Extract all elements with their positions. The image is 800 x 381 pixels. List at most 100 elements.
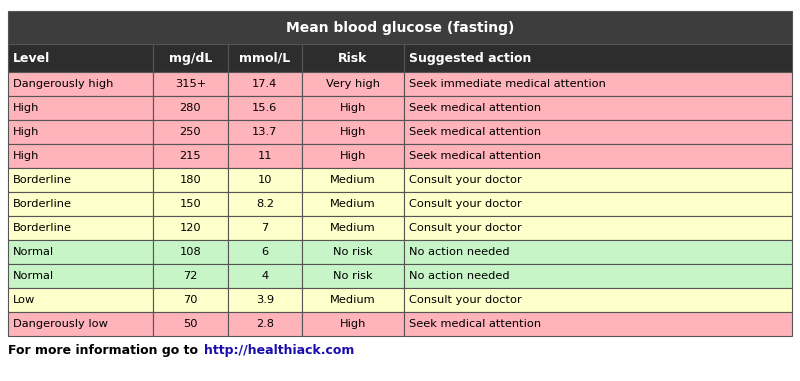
Bar xyxy=(302,216,404,240)
Bar xyxy=(302,44,404,72)
Text: High: High xyxy=(13,127,39,138)
Bar xyxy=(302,96,404,120)
Bar xyxy=(153,264,227,288)
Bar xyxy=(8,168,153,192)
Bar xyxy=(227,144,302,168)
Text: Normal: Normal xyxy=(13,271,54,282)
Text: 2.8: 2.8 xyxy=(256,319,274,330)
Bar xyxy=(302,144,404,168)
Bar xyxy=(227,312,302,336)
Text: 8.2: 8.2 xyxy=(256,199,274,210)
Bar xyxy=(404,312,792,336)
Bar xyxy=(153,168,227,192)
Bar xyxy=(8,44,153,72)
Text: Dangerously low: Dangerously low xyxy=(13,319,108,330)
Text: Consult your doctor: Consult your doctor xyxy=(409,175,522,186)
Text: Risk: Risk xyxy=(338,51,368,65)
Text: mmol/L: mmol/L xyxy=(239,51,290,65)
Bar xyxy=(8,144,153,168)
Text: Seek medical attention: Seek medical attention xyxy=(409,319,541,330)
Bar xyxy=(404,72,792,96)
Text: Borderline: Borderline xyxy=(13,223,72,234)
Bar xyxy=(227,288,302,312)
Text: High: High xyxy=(340,103,366,114)
Text: 7: 7 xyxy=(261,223,268,234)
Text: 11: 11 xyxy=(258,151,272,162)
Bar xyxy=(302,168,404,192)
Text: http://healthiack.com: http://healthiack.com xyxy=(204,344,354,357)
Bar xyxy=(8,192,153,216)
Text: Mean blood glucose (fasting): Mean blood glucose (fasting) xyxy=(286,21,514,35)
Text: High: High xyxy=(340,319,366,330)
Bar xyxy=(404,144,792,168)
Bar xyxy=(404,44,792,72)
Bar xyxy=(227,168,302,192)
Bar xyxy=(302,288,404,312)
Bar xyxy=(153,72,227,96)
Bar xyxy=(302,120,404,144)
Bar xyxy=(404,240,792,264)
Text: Seek medical attention: Seek medical attention xyxy=(409,151,541,162)
Text: Consult your doctor: Consult your doctor xyxy=(409,223,522,234)
Bar xyxy=(227,96,302,120)
Text: Seek medical attention: Seek medical attention xyxy=(409,127,541,138)
Bar xyxy=(404,168,792,192)
Text: Medium: Medium xyxy=(330,295,376,306)
Text: Medium: Medium xyxy=(330,223,376,234)
Bar xyxy=(153,312,227,336)
Text: For more information go to: For more information go to xyxy=(8,344,202,357)
Text: 180: 180 xyxy=(179,175,201,186)
Text: 72: 72 xyxy=(183,271,198,282)
Bar xyxy=(227,120,302,144)
Bar xyxy=(302,72,404,96)
Bar xyxy=(8,72,153,96)
Bar xyxy=(404,264,792,288)
Text: High: High xyxy=(340,127,366,138)
Text: 150: 150 xyxy=(179,199,201,210)
Text: 15.6: 15.6 xyxy=(252,103,278,114)
Text: No action needed: No action needed xyxy=(409,271,510,282)
Bar xyxy=(302,240,404,264)
Text: Seek medical attention: Seek medical attention xyxy=(409,103,541,114)
Text: 215: 215 xyxy=(179,151,201,162)
Text: Normal: Normal xyxy=(13,247,54,258)
Text: Medium: Medium xyxy=(330,175,376,186)
Text: No action needed: No action needed xyxy=(409,247,510,258)
Bar xyxy=(227,264,302,288)
Text: Suggested action: Suggested action xyxy=(409,51,531,65)
Text: 50: 50 xyxy=(183,319,198,330)
Bar xyxy=(404,288,792,312)
Bar xyxy=(153,240,227,264)
Bar xyxy=(302,312,404,336)
Text: High: High xyxy=(13,103,39,114)
Bar xyxy=(153,192,227,216)
Bar xyxy=(153,96,227,120)
Text: High: High xyxy=(13,151,39,162)
Text: Low: Low xyxy=(13,295,35,306)
Bar xyxy=(227,216,302,240)
Text: Dangerously high: Dangerously high xyxy=(13,79,113,90)
Text: High: High xyxy=(340,151,366,162)
Text: 4: 4 xyxy=(261,271,268,282)
Text: Medium: Medium xyxy=(330,199,376,210)
Text: No risk: No risk xyxy=(333,271,373,282)
Bar xyxy=(8,216,153,240)
Bar xyxy=(8,312,153,336)
Text: 17.4: 17.4 xyxy=(252,79,278,90)
Bar xyxy=(8,264,153,288)
Bar xyxy=(227,44,302,72)
Text: 315+: 315+ xyxy=(174,79,206,90)
Text: 6: 6 xyxy=(261,247,268,258)
Text: 10: 10 xyxy=(258,175,272,186)
Text: Very high: Very high xyxy=(326,79,380,90)
Text: Borderline: Borderline xyxy=(13,199,72,210)
Bar xyxy=(8,120,153,144)
Text: Level: Level xyxy=(13,51,50,65)
Bar xyxy=(227,72,302,96)
Bar xyxy=(8,240,153,264)
Text: Seek immediate medical attention: Seek immediate medical attention xyxy=(409,79,606,90)
Text: 13.7: 13.7 xyxy=(252,127,278,138)
Bar xyxy=(404,192,792,216)
Text: 70: 70 xyxy=(183,295,198,306)
Text: 280: 280 xyxy=(179,103,201,114)
